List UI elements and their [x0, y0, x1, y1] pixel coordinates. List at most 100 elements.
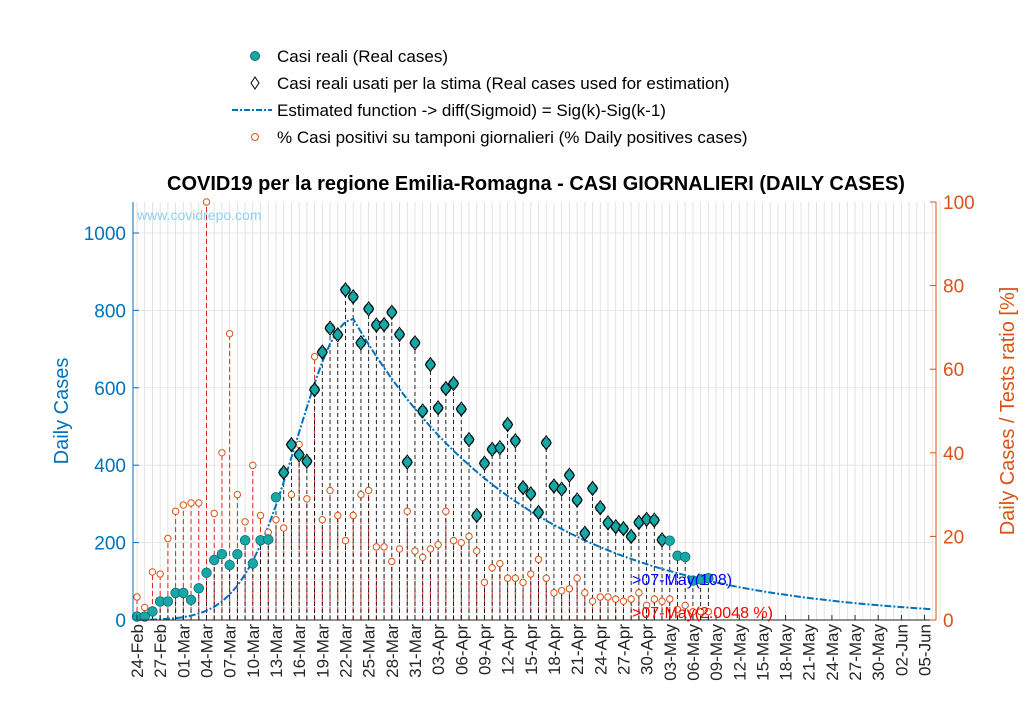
y-axis-label-left: Daily Cases [51, 358, 73, 465]
case-point [425, 359, 436, 370]
y-tick-label-left: 800 [94, 301, 126, 322]
case-point [703, 573, 714, 584]
case-used-diamond [471, 507, 483, 524]
axes: 0 200 400 600 800 1000 0 20 40 60 80 100 24-Feb 27-Fe… [84, 193, 975, 681]
case-point [340, 284, 351, 296]
ratio-point [588, 597, 597, 605]
case-used-diamond [293, 446, 305, 463]
x-tick-label: 03-Apr [429, 624, 448, 675]
case-used-diamond [509, 432, 521, 449]
ratio-point [519, 578, 527, 587]
case-point [541, 437, 552, 448]
case-point [510, 435, 521, 447]
case-point [618, 523, 629, 534]
case-point [347, 291, 359, 303]
ratio-point [280, 524, 288, 532]
case-used-diamond [525, 485, 537, 502]
case-used-diamond [532, 504, 545, 521]
ratio-point [195, 499, 203, 507]
ratio-point [295, 440, 303, 449]
data-marks [131, 198, 933, 622]
ratio-point [534, 555, 543, 564]
ratio-point [272, 515, 280, 524]
ratio-point [449, 536, 458, 545]
x-tick-label: 24-May [823, 624, 842, 681]
case-point [556, 483, 567, 495]
x-tick-label: 15-May [753, 624, 772, 681]
ratio-point [434, 541, 442, 549]
case-point [386, 307, 397, 318]
ratio-point [473, 547, 481, 555]
y-tick-label-right: 80 [943, 277, 964, 298]
x-tick-label: 18-May [777, 624, 796, 681]
ratio-point [403, 507, 411, 516]
case-point [239, 535, 251, 546]
chart-title: COVID19 per la regione Emilia-Romagna - … [167, 173, 905, 195]
x-tick-label: 31-Mar [406, 624, 425, 678]
ratio-point [573, 574, 581, 582]
case-point [394, 329, 405, 340]
x-tick-label: 27-Feb [151, 624, 170, 678]
y-tick-label-left: 600 [94, 379, 126, 400]
x-tick-label: 27-May [846, 624, 865, 681]
legend-label-ratio: % Casi positivi su tamponi giornalieri (… [277, 128, 748, 147]
ratio-point [380, 543, 388, 551]
case-point [263, 534, 274, 545]
ratio-point [604, 593, 612, 601]
stem-lines [136, 202, 709, 620]
ratio-point [187, 499, 195, 507]
ratio-point [364, 486, 373, 495]
ratio-point [619, 597, 628, 605]
case-point [247, 558, 259, 569]
case-used-diamond [332, 326, 344, 343]
case-point [502, 419, 513, 430]
ratio-point [326, 486, 334, 495]
case-point [625, 531, 637, 542]
ratio-point [156, 570, 164, 578]
case-point [185, 594, 197, 606]
legend-label-used-cases: Casi reali usati per la stima (Real case… [277, 74, 730, 93]
case-used-diamond [378, 316, 390, 333]
ratio-point [388, 557, 396, 566]
case-used-diamond [432, 400, 444, 416]
case-point [456, 403, 467, 415]
case-point [649, 514, 660, 526]
ratio-point [650, 595, 659, 603]
case-used-diamond [401, 454, 413, 470]
x-tick-label: 05-Jun [916, 624, 935, 676]
x-tick-label: 19-Mar [313, 624, 332, 678]
case-used-diamond [417, 403, 429, 419]
y-tick-label-left: 400 [94, 456, 126, 477]
ratio-point [666, 595, 674, 603]
case-point [417, 405, 428, 417]
case-used-diamond [301, 453, 313, 470]
case-point [147, 606, 158, 617]
ratio-point [612, 595, 620, 603]
case-point [463, 434, 475, 445]
ratio-point [310, 352, 319, 361]
case-point [355, 337, 367, 349]
case-point [479, 458, 490, 469]
case-point [409, 337, 421, 349]
case-point [332, 329, 343, 340]
ratio-point [210, 509, 218, 518]
case-point [402, 456, 413, 468]
case-used-diamond [409, 335, 421, 351]
x-tick-label: 13-Mar [267, 624, 286, 678]
ratio-point [418, 553, 427, 561]
case-point [680, 551, 691, 563]
legend-label-real-cases: Casi reali (Real cases) [277, 47, 448, 66]
case-point [324, 322, 336, 334]
ratio-point [503, 574, 512, 582]
ratio-point [233, 490, 242, 499]
case-used-diamond [656, 532, 668, 548]
ratio-point [635, 589, 643, 597]
case-used-diamond [540, 434, 552, 451]
plot-area [133, 202, 936, 620]
legend-marker-real-cases [250, 51, 260, 61]
case-point [564, 470, 575, 481]
case-used-diamond [324, 320, 336, 337]
case-point [286, 439, 297, 450]
case-point [494, 442, 506, 453]
